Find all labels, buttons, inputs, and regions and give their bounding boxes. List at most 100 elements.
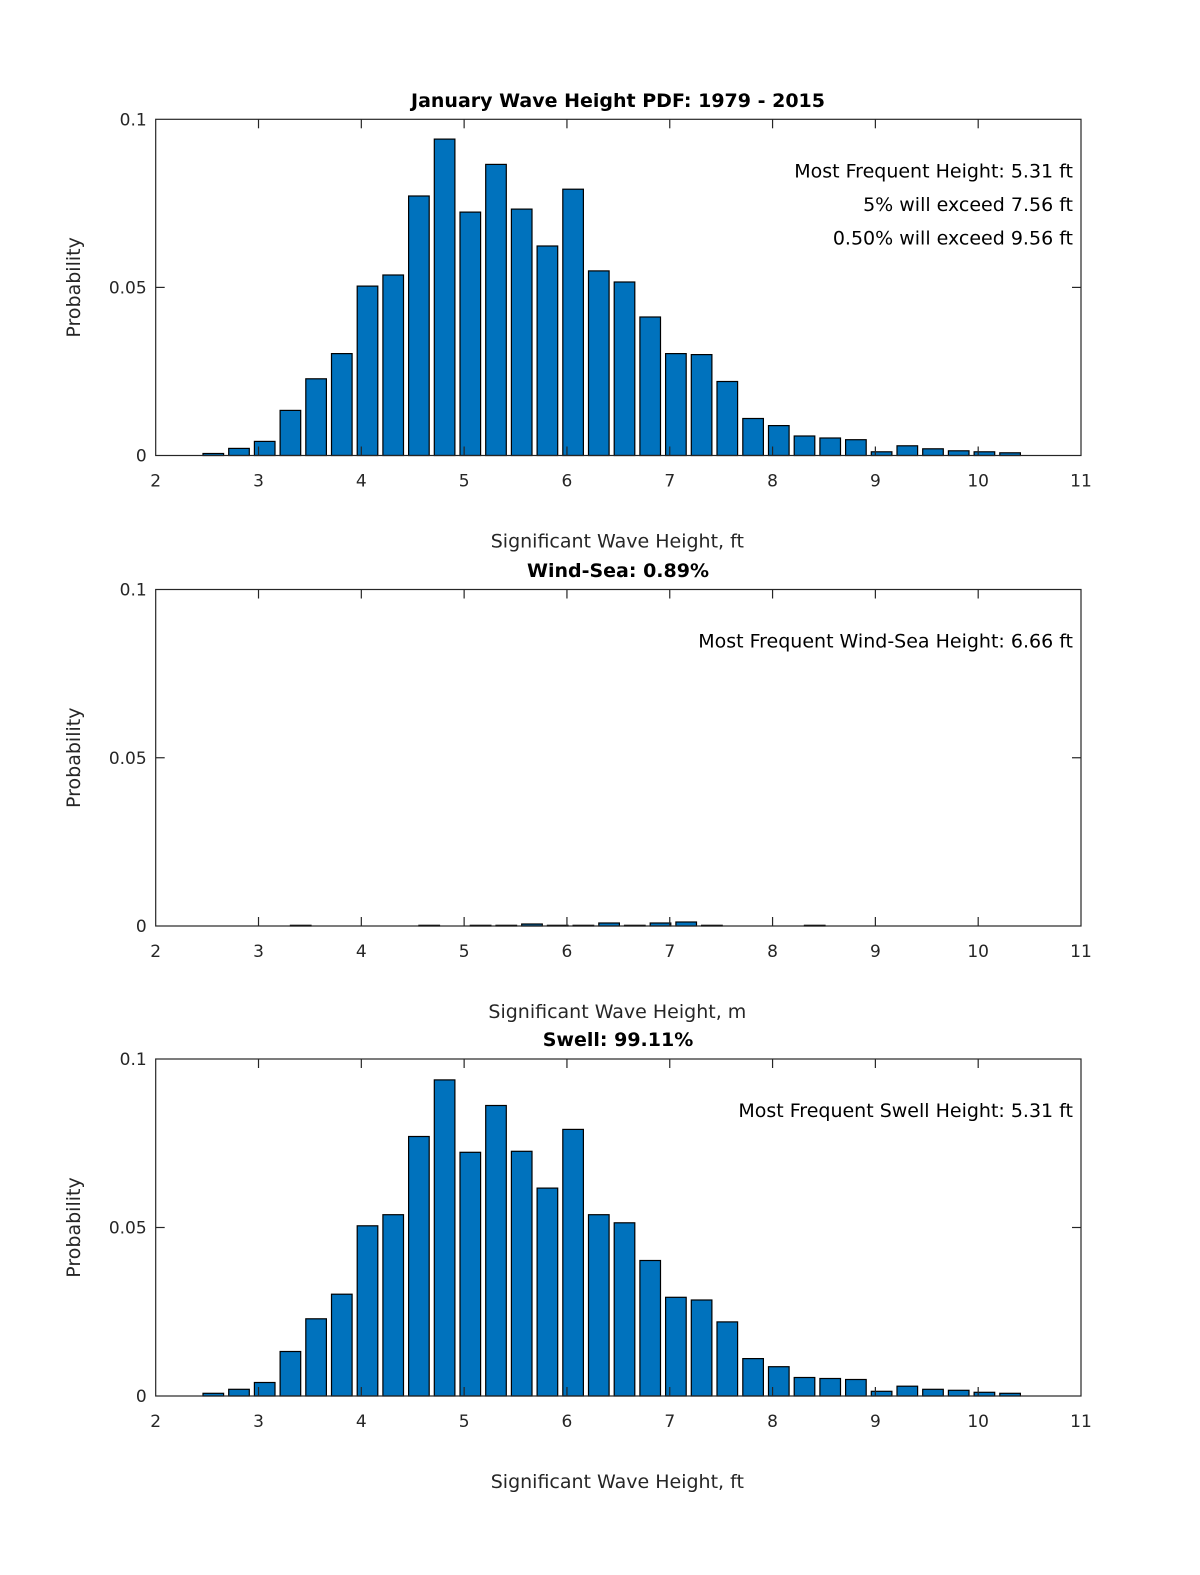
bar bbox=[690, 354, 713, 457]
bar bbox=[228, 1388, 250, 1397]
bar bbox=[664, 1296, 687, 1397]
x-tick-label: 8 bbox=[767, 1412, 778, 1432]
x-axis-label: Significant Wave Height, ft bbox=[491, 1471, 744, 1493]
bar bbox=[433, 1079, 456, 1397]
x-tick-label: 11 bbox=[1070, 1412, 1092, 1432]
panel-title: Wind-Sea: 0.89% bbox=[527, 560, 709, 582]
x-tick-label: 4 bbox=[356, 472, 367, 492]
y-tick-label: 0 bbox=[136, 447, 147, 467]
panel-title: Swell: 99.11% bbox=[543, 1029, 694, 1051]
bar bbox=[587, 270, 610, 457]
annotation-group: Most Frequent Wind-Sea Height: 6.66 ft bbox=[698, 631, 1073, 653]
bar bbox=[613, 1222, 636, 1397]
bar bbox=[253, 440, 276, 457]
x-tick-label: 9 bbox=[870, 1412, 881, 1432]
bar bbox=[562, 1128, 584, 1397]
bar bbox=[536, 245, 559, 457]
bar bbox=[819, 437, 842, 457]
bar bbox=[742, 417, 764, 457]
x-tick-label: 11 bbox=[1070, 942, 1092, 962]
bar bbox=[305, 378, 327, 457]
y-tick-label: 0.1 bbox=[120, 1050, 147, 1070]
annotation-group: Most Frequent Height: 5.31 ft 5% will exc… bbox=[794, 160, 1073, 249]
bar bbox=[228, 447, 250, 457]
x-tick-label: 3 bbox=[253, 1412, 264, 1432]
y-tick-label: 0 bbox=[136, 1387, 147, 1407]
x-tick-label: 8 bbox=[767, 472, 778, 492]
tick-group: 2 3 4 5 6 7 8 9 10 11 0 0.05 0.1 bbox=[109, 110, 1092, 491]
bar bbox=[690, 1299, 713, 1397]
bar bbox=[459, 211, 482, 457]
bar bbox=[767, 1366, 790, 1397]
bar bbox=[947, 1389, 970, 1397]
bar bbox=[459, 1151, 482, 1397]
bar bbox=[510, 208, 533, 457]
bar bbox=[485, 1104, 507, 1397]
x-tick-label: 2 bbox=[150, 1412, 161, 1432]
bar bbox=[819, 1377, 842, 1397]
bar bbox=[587, 1214, 610, 1397]
panel-title: January Wave Height PDF: 1979 - 2015 bbox=[409, 90, 825, 112]
x-tick-label: 2 bbox=[150, 942, 161, 962]
annotation-text: Most Frequent Swell Height: 5.31 ft bbox=[738, 1100, 1073, 1122]
bar bbox=[870, 1390, 893, 1397]
bar bbox=[716, 1321, 739, 1397]
bar bbox=[844, 1378, 867, 1397]
x-tick-label: 10 bbox=[967, 1412, 989, 1432]
x-tick-label: 6 bbox=[562, 1412, 573, 1432]
y-axis-label: Probability bbox=[63, 1177, 85, 1277]
bar bbox=[279, 409, 302, 457]
x-tick-label: 10 bbox=[967, 942, 989, 962]
x-tick-label: 2 bbox=[150, 472, 161, 492]
y-tick-label: 0.05 bbox=[109, 278, 147, 298]
tick-group: 2 3 4 5 6 7 8 9 10 11 0 0.05 0.1 bbox=[109, 581, 1092, 963]
bar bbox=[922, 448, 944, 457]
x-tick-label: 3 bbox=[253, 472, 264, 492]
bar-group bbox=[202, 138, 1021, 457]
y-tick-label: 0 bbox=[136, 917, 147, 937]
y-axis-label: Probability bbox=[63, 237, 85, 337]
bar bbox=[896, 1385, 919, 1397]
y-tick-label: 0.1 bbox=[120, 110, 147, 130]
bar bbox=[510, 1150, 533, 1397]
bar bbox=[408, 1135, 430, 1397]
annotation-group: Most Frequent Swell Height: 5.31 ft bbox=[738, 1100, 1073, 1122]
x-tick-label: 4 bbox=[356, 1412, 367, 1432]
tick-group: 2 3 4 5 6 7 8 9 10 11 0 0.05 0.1 bbox=[109, 1050, 1092, 1432]
x-tick-label: 6 bbox=[562, 472, 573, 492]
x-axis-label: Significant Wave Height, ft bbox=[491, 531, 744, 553]
bar bbox=[485, 163, 507, 457]
x-tick-label: 10 bbox=[967, 472, 989, 492]
x-tick-label: 8 bbox=[767, 942, 778, 962]
x-tick-label: 5 bbox=[459, 1412, 470, 1432]
bar bbox=[536, 1187, 559, 1397]
bar bbox=[716, 380, 739, 457]
bar bbox=[793, 435, 816, 457]
bar bbox=[896, 445, 919, 457]
annotation-text: 0.50% will exceed 9.56 ft bbox=[833, 227, 1073, 249]
x-tick-label: 5 bbox=[459, 942, 470, 962]
annotation-text: Most Frequent Height: 5.31 ft bbox=[794, 160, 1073, 182]
x-tick-label: 4 bbox=[356, 942, 367, 962]
x-tick-label: 7 bbox=[664, 472, 675, 492]
panel-total-pdf: January Wave Height PDF: 1979 - 2015 2 3 4… bbox=[63, 90, 1092, 553]
x-tick-label: 11 bbox=[1070, 472, 1092, 492]
y-axis-label: Probability bbox=[63, 708, 85, 808]
bar bbox=[382, 274, 405, 457]
bar bbox=[639, 316, 662, 457]
x-tick-label: 7 bbox=[664, 1412, 675, 1432]
annotation-text: 5% will exceed 7.56 ft bbox=[863, 194, 1073, 216]
bar bbox=[356, 285, 379, 457]
bar-group bbox=[202, 1079, 1021, 1397]
bar bbox=[330, 1293, 353, 1397]
bar bbox=[433, 138, 456, 457]
panel-swell: Swell: 99.11% 2 3 4 5 6 7 8 9 10 11 0 0.05 0.1 Most … bbox=[63, 1029, 1092, 1493]
bar bbox=[613, 281, 636, 457]
y-tick-label: 0.1 bbox=[120, 581, 147, 601]
bar bbox=[279, 1350, 302, 1397]
x-tick-label: 6 bbox=[562, 942, 573, 962]
bar bbox=[922, 1388, 944, 1397]
bar bbox=[639, 1259, 662, 1397]
bar bbox=[664, 353, 687, 457]
